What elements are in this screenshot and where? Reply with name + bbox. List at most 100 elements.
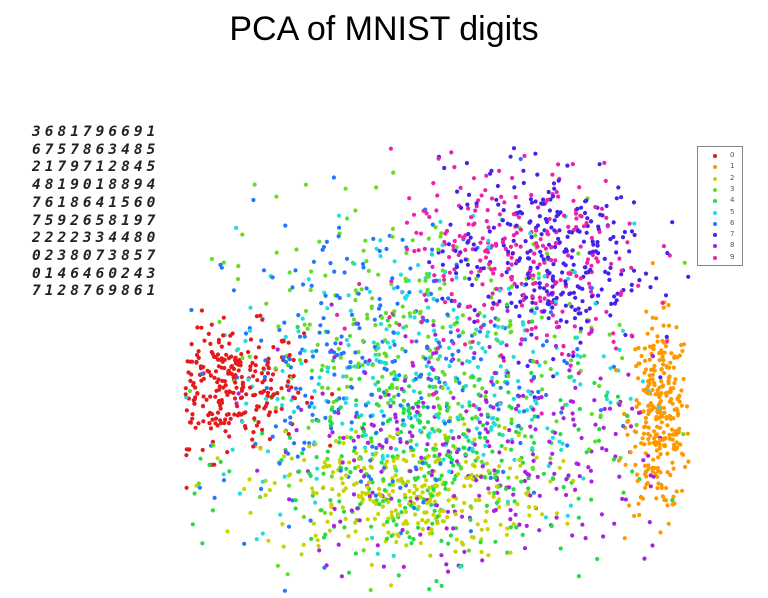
scatter-point-digit-0 — [212, 375, 217, 380]
scatter-point-digit-1 — [679, 388, 684, 393]
scatter-point-digit-0 — [260, 317, 265, 322]
scatter-point-digit-5 — [375, 551, 380, 557]
scatter-point-digit-1 — [680, 348, 685, 354]
scatter-point-digit-5 — [438, 219, 443, 224]
scatter-point-digit-3 — [682, 260, 687, 265]
scatter-point-digit-6 — [263, 358, 268, 363]
scatter-point-digit-1 — [662, 371, 667, 376]
scatter-point-digit-6 — [516, 423, 521, 428]
scatter-point-digit-4 — [309, 536, 314, 542]
scatter-point-digit-9 — [542, 296, 547, 301]
scatter-point-digit-7 — [550, 194, 556, 199]
scatter-point-digit-9 — [540, 243, 546, 248]
scatter-point-digit-0 — [188, 378, 193, 383]
scatter-point-digit-5 — [632, 221, 637, 226]
scatter-point-digit-9 — [604, 215, 609, 220]
scatter-point-digit-6 — [273, 424, 278, 429]
scatter-point-digit-3 — [360, 363, 365, 368]
scatter-point-digit-9 — [430, 264, 435, 269]
scatter-point-digit-6 — [319, 301, 324, 306]
scatter-point-digit-2 — [360, 497, 365, 502]
scatter-point-digit-4 — [427, 587, 432, 592]
scatter-point-digit-9 — [533, 325, 538, 330]
scatter-point-digit-0 — [202, 338, 207, 343]
scatter-point-digit-8 — [550, 451, 555, 456]
scatter-point-digit-3 — [436, 427, 441, 433]
scatter-point-digit-8 — [456, 435, 462, 440]
legend-label: 7 — [730, 230, 735, 239]
scatter-point-digit-8 — [286, 388, 291, 393]
scatter-point-digit-9 — [629, 333, 634, 338]
scatter-point-digit-2 — [353, 429, 359, 434]
scatter-point-digit-3 — [394, 320, 399, 326]
scatter-point-digit-5 — [385, 340, 390, 345]
scatter-point-digit-7 — [565, 163, 570, 168]
scatter-point-digit-9 — [466, 222, 471, 227]
scatter-point-digit-9 — [533, 301, 538, 306]
scatter-point-digit-4 — [621, 490, 626, 495]
scatter-point-digit-4 — [452, 477, 457, 482]
scatter-point-digit-3 — [451, 443, 456, 449]
scatter-point-digit-8 — [554, 486, 559, 491]
scatter-point-digit-3 — [427, 392, 432, 398]
scatter-point-digit-0 — [248, 364, 253, 369]
scatter-point-digit-9 — [537, 295, 543, 300]
scatter-point-digit-0 — [199, 308, 204, 313]
scatter-point-digit-1 — [680, 488, 685, 493]
scatter-point-digit-6 — [366, 474, 371, 479]
scatter-point-digit-5 — [316, 382, 321, 387]
scatter-point-digit-2 — [405, 479, 411, 484]
scatter-point-digit-6 — [425, 405, 430, 410]
scatter-point-digit-5 — [315, 466, 320, 471]
scatter-point-digit-8 — [341, 435, 346, 441]
scatter-point-digit-1 — [660, 494, 666, 499]
scatter-point-digit-2 — [469, 534, 474, 540]
scatter-point-digit-4 — [435, 514, 440, 519]
scatter-point-digit-2 — [401, 521, 406, 526]
scatter-point-digit-2 — [307, 444, 312, 449]
scatter-point-digit-2 — [272, 480, 277, 486]
scatter-point-digit-9 — [447, 255, 452, 260]
scatter-point-digit-5 — [312, 405, 317, 410]
scatter-point-digit-6 — [392, 358, 398, 364]
scatter-point-digit-4 — [385, 318, 390, 323]
scatter-point-digit-3 — [438, 234, 443, 239]
scatter-point-digit-1 — [657, 442, 662, 447]
scatter-point-digit-0 — [237, 358, 242, 363]
scatter-point-digit-5 — [385, 453, 390, 459]
scatter-point-digit-9 — [661, 244, 667, 249]
scatter-point-digit-4 — [218, 459, 223, 464]
digit-row: 4819018894 — [32, 177, 160, 194]
scatter-point-digit-5 — [317, 375, 322, 380]
scatter-point-digit-0 — [258, 313, 263, 318]
scatter-point-digit-1 — [659, 411, 665, 416]
scatter-point-digit-5 — [280, 403, 285, 408]
scatter-point-digit-3 — [554, 419, 559, 424]
scatter-point-digit-6 — [328, 349, 333, 355]
scatter-point-digit-8 — [394, 419, 399, 424]
scatter-point-digit-7 — [663, 293, 669, 298]
scatter-point-digit-2 — [280, 522, 285, 527]
scatter-point-digit-7 — [599, 287, 604, 292]
scatter-point-digit-5 — [370, 452, 375, 457]
scatter-point-digit-8 — [299, 407, 304, 412]
scatter-point-digit-8 — [539, 395, 544, 400]
scatter-point-digit-1 — [671, 442, 677, 447]
scatter-point-digit-6 — [611, 364, 617, 369]
scatter-point-digit-3 — [426, 334, 431, 339]
scatter-point-digit-6 — [395, 301, 400, 306]
scatter-point-digit-6 — [282, 418, 288, 423]
scatter-point-digit-1 — [681, 376, 686, 382]
scatter-point-digit-6 — [536, 389, 541, 394]
scatter-point-digit-2 — [402, 492, 408, 497]
scatter-point-digit-2 — [435, 521, 440, 526]
scatter-point-digit-5 — [394, 447, 399, 452]
scatter-point-digit-6 — [448, 330, 453, 335]
scatter-point-digit-0 — [184, 485, 189, 490]
scatter-point-digit-5 — [434, 412, 439, 417]
scatter-point-digit-6 — [492, 323, 497, 328]
scatter-point-digit-4 — [575, 361, 581, 366]
scatter-point-digit-8 — [363, 370, 368, 376]
scatter-point-digit-9 — [490, 306, 495, 311]
scatter-point-digit-6 — [435, 298, 440, 303]
